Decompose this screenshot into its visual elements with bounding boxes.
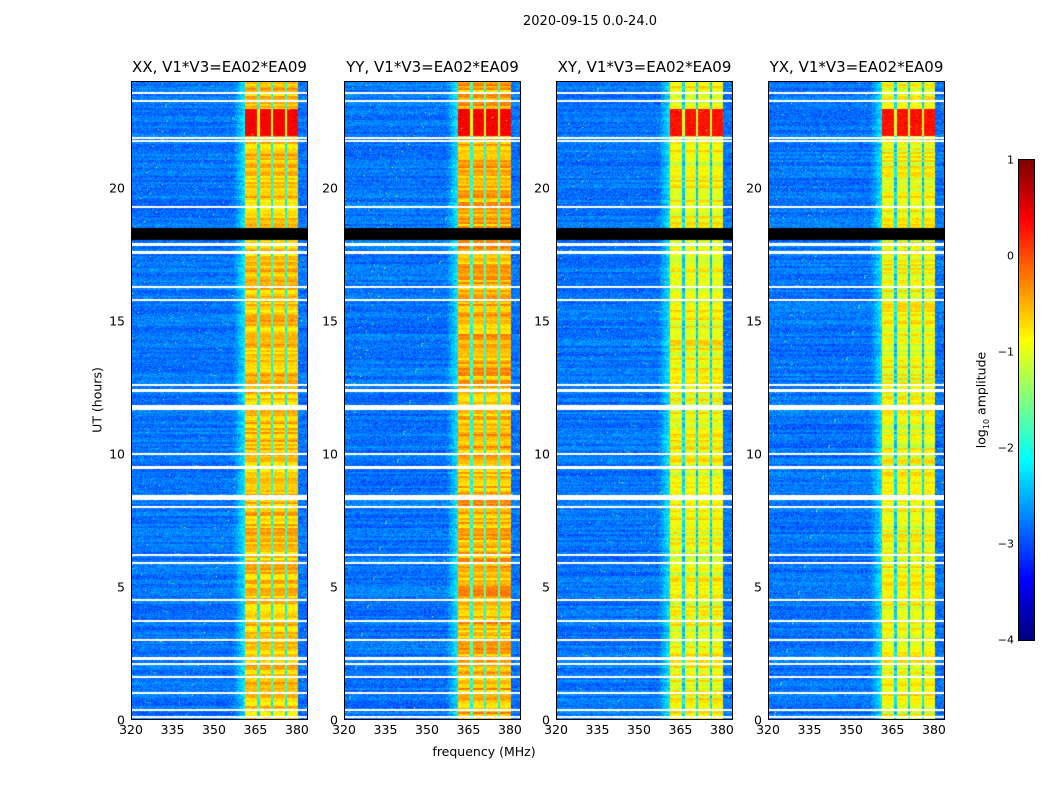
y-tick-label: 20 bbox=[109, 180, 125, 195]
x-tick-label: 350 bbox=[839, 722, 863, 737]
x-tick-label: 365 bbox=[456, 722, 481, 737]
x-tick-label: 335 bbox=[160, 722, 185, 737]
y-tick-label: 5 bbox=[754, 579, 762, 595]
x-tick-label: 320 bbox=[756, 722, 780, 737]
y-tick-label: 15 bbox=[109, 313, 125, 329]
x-tick-label: 320 bbox=[332, 722, 356, 737]
colorbar-tick-label: −1 bbox=[997, 345, 1014, 359]
colorbar-gradient bbox=[1019, 160, 1034, 640]
y-axis-label: UT (hours) bbox=[89, 367, 105, 433]
heatmap-cells bbox=[769, 82, 944, 719]
panel-title: YX, V1*V3=EA02*EA09 bbox=[769, 58, 944, 76]
y-tick-label: 10 bbox=[746, 446, 762, 462]
y-tick-label: 0 bbox=[330, 712, 338, 728]
heatmap-panel-2 bbox=[556, 81, 733, 720]
panel-title: XX, V1*V3=EA02*EA09 bbox=[132, 58, 307, 76]
y-tick-label: 10 bbox=[534, 446, 550, 462]
x-tick-label: 365 bbox=[243, 722, 268, 737]
panel-title: YY, V1*V3=EA02*EA09 bbox=[346, 58, 519, 76]
y-tick-label: 0 bbox=[542, 712, 550, 728]
heatmap-cells bbox=[132, 82, 307, 719]
y-tick-label: 0 bbox=[754, 712, 762, 728]
colorbar-label-base: log bbox=[973, 429, 989, 449]
x-tick-label: 320 bbox=[544, 722, 568, 737]
panel-title: XY, V1*V3=EA02*EA09 bbox=[557, 58, 732, 76]
x-tick-label: 365 bbox=[668, 722, 693, 737]
x-tick-label: 380 bbox=[285, 722, 309, 737]
x-tick-label: 365 bbox=[880, 722, 905, 737]
x-axis-label: frequency (MHz) bbox=[432, 744, 536, 759]
figure-title: 2020-09-15 0.0-24.0 bbox=[523, 14, 657, 29]
heatmap-panel-0 bbox=[131, 81, 308, 720]
y-tick-label: 15 bbox=[746, 313, 762, 329]
heatmap-cells bbox=[557, 82, 732, 719]
colorbar-tick-label: 0 bbox=[1007, 249, 1014, 263]
x-tick-label: 380 bbox=[710, 722, 734, 737]
colorbar bbox=[1018, 159, 1035, 641]
x-tick-label: 350 bbox=[415, 722, 439, 737]
colorbar-tick-label: −4 bbox=[997, 633, 1014, 647]
x-tick-label: 335 bbox=[797, 722, 822, 737]
y-tick-label: 5 bbox=[330, 579, 338, 595]
x-tick-label: 350 bbox=[627, 722, 651, 737]
x-tick-label: 380 bbox=[922, 722, 946, 737]
colorbar-tick-label: −2 bbox=[997, 441, 1014, 455]
y-tick-label: 20 bbox=[322, 180, 338, 195]
x-tick-label: 320 bbox=[119, 722, 143, 737]
x-tick-label: 350 bbox=[202, 722, 226, 737]
y-tick-label: 20 bbox=[746, 180, 762, 195]
y-tick-label: 10 bbox=[109, 446, 125, 462]
y-tick-label: 5 bbox=[542, 579, 550, 595]
heatmap-panel-1 bbox=[344, 81, 521, 720]
y-tick-label: 20 bbox=[534, 180, 550, 195]
colorbar-tick-label: 1 bbox=[1007, 153, 1014, 167]
x-tick-label: 380 bbox=[498, 722, 522, 737]
y-tick-label: 10 bbox=[322, 446, 338, 462]
y-tick-label: 0 bbox=[117, 712, 125, 728]
y-tick-label: 15 bbox=[322, 313, 338, 329]
y-tick-label: 5 bbox=[117, 579, 125, 595]
colorbar-label-subscript: 10 bbox=[981, 418, 991, 430]
heatmap-cells bbox=[345, 82, 520, 719]
y-tick-label: 15 bbox=[534, 313, 550, 329]
colorbar-label-rest: amplitude bbox=[973, 351, 989, 419]
colorbar-tick-label: −3 bbox=[997, 537, 1014, 551]
heatmap-panel-3 bbox=[768, 81, 945, 720]
x-tick-label: 335 bbox=[373, 722, 398, 737]
colorbar-label: log10 amplitude bbox=[973, 352, 991, 448]
x-tick-label: 335 bbox=[585, 722, 610, 737]
